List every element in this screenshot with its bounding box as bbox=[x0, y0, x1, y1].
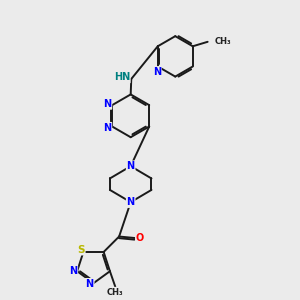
Text: HN: HN bbox=[114, 73, 130, 82]
Text: N: N bbox=[85, 279, 94, 289]
Text: N: N bbox=[69, 266, 77, 276]
Text: S: S bbox=[77, 244, 85, 255]
Text: CH₃: CH₃ bbox=[215, 37, 232, 46]
Text: N: N bbox=[103, 99, 112, 109]
Text: O: O bbox=[136, 233, 144, 243]
Text: N: N bbox=[103, 123, 112, 133]
Text: N: N bbox=[153, 67, 161, 77]
Text: N: N bbox=[127, 161, 135, 171]
Text: N: N bbox=[127, 197, 135, 207]
Text: CH₃: CH₃ bbox=[107, 287, 124, 296]
